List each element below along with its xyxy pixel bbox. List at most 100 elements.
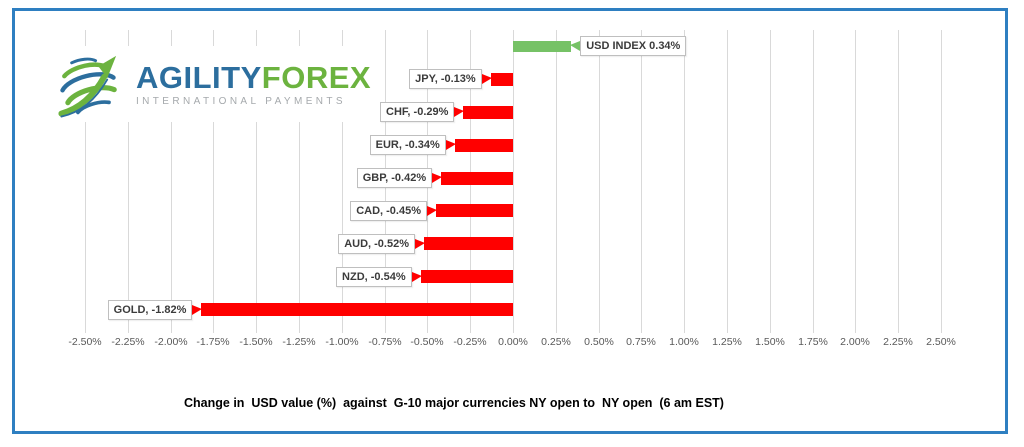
x-axis-tick-label: 1.25% [712, 336, 742, 348]
gridline [556, 30, 557, 326]
data-label-text: CAD, -0.45% [350, 200, 427, 221]
gridline [513, 30, 514, 326]
axis-tick [813, 326, 814, 333]
x-axis-tick-label: -1.75% [196, 336, 230, 348]
gridline [171, 30, 172, 326]
axis-tick [855, 326, 856, 333]
x-axis-tick-label: 0.00% [498, 336, 528, 348]
callout-leader-icon [192, 304, 203, 315]
gridline [599, 30, 600, 326]
gridline [641, 30, 642, 326]
x-axis-tick-label: -0.50% [410, 336, 444, 348]
x-axis-tick-label: 1.00% [669, 336, 699, 348]
axis-tick [171, 326, 172, 333]
data-label-chf: CHF, -0.29% [380, 102, 465, 123]
axis-tick [256, 326, 257, 333]
gridline [898, 30, 899, 326]
x-axis-tick-label: 2.25% [883, 336, 913, 348]
data-label-text: EUR, -0.34% [369, 135, 446, 156]
data-label-text: GBP, -0.42% [356, 168, 433, 188]
axis-tick [85, 326, 86, 333]
x-axis-tick-label: -0.75% [368, 336, 402, 348]
brand-name-agility: AGILITY [136, 59, 262, 95]
callout-leader-icon [427, 205, 437, 216]
axis-tick [941, 326, 942, 333]
bar-aud [424, 237, 513, 251]
data-label-jpy: JPY, -0.13% [409, 69, 492, 90]
callout-leader-icon [432, 173, 443, 183]
axis-tick [599, 326, 600, 333]
data-label-text: AUD, -0.52% [338, 233, 415, 254]
gridline [213, 30, 214, 326]
axis-tick [556, 326, 557, 333]
bar-nzd [420, 270, 513, 284]
axis-tick [770, 326, 771, 333]
x-axis-tick-label: 1.50% [755, 336, 785, 348]
bar-chf [463, 105, 513, 119]
bar-gbp [441, 171, 513, 185]
axis-tick [128, 326, 129, 333]
data-label-text: JPY, -0.13% [409, 69, 482, 90]
axis-tick [513, 326, 514, 333]
data-label-text: USD INDEX 0.34% [580, 36, 687, 57]
gridline [256, 30, 257, 326]
bar-cad [436, 204, 513, 218]
axis-tick [641, 326, 642, 333]
gridline [342, 30, 343, 326]
bar-usd-index [513, 40, 572, 52]
x-axis-tick-label: -1.25% [282, 336, 316, 348]
callout-leader-icon [415, 238, 425, 249]
gridline [855, 30, 856, 326]
data-label-nzd: NZD, -0.54% [336, 266, 422, 287]
x-axis-tick-label: -2.50% [68, 336, 102, 348]
callout-leader-icon [454, 107, 465, 118]
gridline [128, 30, 129, 326]
axis-tick [684, 326, 685, 333]
x-axis-tick-label: 2.00% [840, 336, 870, 348]
x-axis-tick-label: 1.75% [798, 336, 828, 348]
gridline [770, 30, 771, 326]
x-axis-tick-label: 0.25% [541, 336, 571, 348]
axis-tick [213, 326, 214, 333]
data-label-gold: GOLD, -1.82% [107, 299, 203, 320]
brand-name-forex: FOREX [261, 59, 372, 95]
x-axis-tick-label: -1.50% [239, 336, 273, 348]
axis-tick [470, 326, 471, 333]
gridline [299, 30, 300, 326]
data-label-aud: AUD, -0.52% [338, 233, 425, 254]
data-label-cad: CAD, -0.45% [350, 200, 437, 221]
x-axis-tick-label: 0.50% [584, 336, 614, 348]
x-axis-tick-label: -2.25% [111, 336, 145, 348]
axis-tick [427, 326, 428, 333]
callout-leader-icon [445, 140, 456, 151]
callout-leader-icon [570, 41, 581, 52]
axis-tick [299, 326, 300, 333]
data-label-usd-index: USD INDEX 0.34% [570, 36, 687, 57]
gridline [684, 30, 685, 326]
brand-name: AGILITYFOREX [136, 62, 371, 93]
gridline [727, 30, 728, 326]
brand-tagline: INTERNATIONAL PAYMENTS [136, 95, 347, 107]
globe-arrow-logo-icon [58, 55, 117, 118]
axis-tick [385, 326, 386, 333]
x-axis-tick-label: 2.50% [926, 336, 956, 348]
x-axis-tick-label: -2.00% [154, 336, 188, 348]
data-label-text: CHF, -0.29% [380, 102, 455, 123]
bar-gold [201, 303, 513, 317]
axis-tick [898, 326, 899, 333]
x-axis-tick-label: -0.25% [453, 336, 487, 348]
data-label-text: NZD, -0.54% [336, 266, 412, 287]
axis-tick [342, 326, 343, 333]
agilityforex-logo: AGILITYFOREX INTERNATIONAL PAYMENTS [46, 46, 380, 122]
data-label-eur: EUR, -0.34% [369, 135, 456, 156]
gridline [85, 30, 86, 326]
data-label-gbp: GBP, -0.42% [356, 168, 443, 188]
brand-text: AGILITYFOREX INTERNATIONAL PAYMENTS [136, 62, 371, 107]
gridline [813, 30, 814, 326]
bar-eur [454, 138, 513, 152]
gridline [941, 30, 942, 326]
callout-leader-icon [411, 271, 422, 282]
x-axis-tick-label: -1.00% [325, 336, 359, 348]
axis-tick [727, 326, 728, 333]
